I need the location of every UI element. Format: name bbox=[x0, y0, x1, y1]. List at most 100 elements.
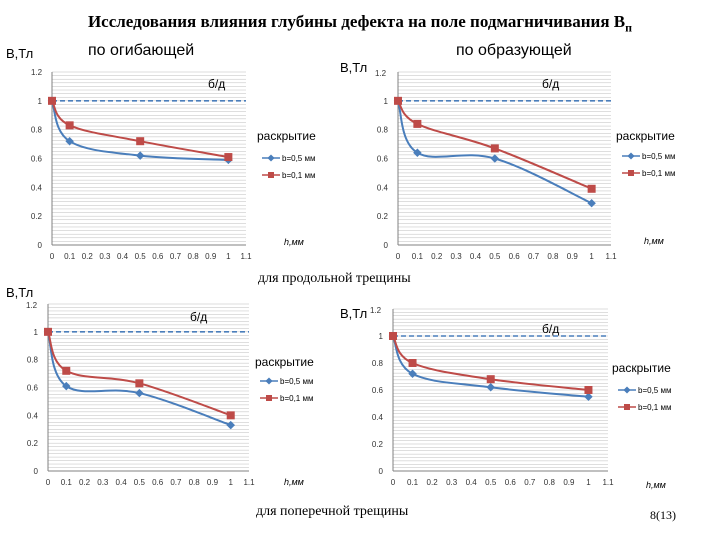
heading-generatrix: по образующей bbox=[456, 42, 572, 59]
legend-title: раскрытие bbox=[612, 361, 671, 375]
legend-entry: b=0,1 мм bbox=[282, 171, 315, 180]
x-tick-label: 0.3 bbox=[97, 478, 109, 487]
y-tick-label-top: 1.2 bbox=[26, 301, 38, 310]
y-tick-label: 0.6 bbox=[377, 155, 389, 164]
x-tick-label: 0.9 bbox=[563, 478, 575, 487]
y-tick-label: 0.4 bbox=[31, 183, 43, 192]
x-tick-label: 0.9 bbox=[205, 252, 217, 261]
chart-3: 0 0.2 0.4 0.6 0.8 1 1.2 0 0.1 0.2 0.3 0.4 0.5 0.6 0.7 0… bbox=[6, 285, 314, 487]
data-point-square bbox=[490, 144, 499, 153]
x-tick-label: 1 bbox=[226, 252, 231, 261]
y-tick-label-top: 1.2 bbox=[370, 306, 382, 315]
legend-marker-square bbox=[628, 170, 634, 176]
y-tick-label: 1 bbox=[379, 332, 384, 341]
data-point-square bbox=[224, 153, 233, 162]
data-point-square bbox=[65, 121, 74, 130]
series-line-2 bbox=[392, 335, 589, 391]
x-tick-label: 0.5 bbox=[135, 252, 147, 261]
x-tick-label: 0.1 bbox=[64, 252, 76, 261]
x-tick-label: 0.9 bbox=[567, 252, 579, 261]
x-axis-label: h,мм bbox=[284, 237, 304, 247]
y-tick-label: 1 bbox=[34, 328, 39, 337]
x-tick-label: 0.2 bbox=[431, 252, 443, 261]
data-point-square bbox=[408, 359, 417, 367]
y-axis-label: В,Тл bbox=[6, 285, 33, 300]
series-line-1 bbox=[47, 331, 232, 427]
x-tick-label: 0.1 bbox=[407, 478, 419, 487]
y-tick-label: 0.2 bbox=[377, 212, 389, 221]
caption-longitudinal-crack: для продольной трещины bbox=[258, 271, 411, 286]
data-point-diamond bbox=[65, 136, 74, 146]
data-point-square bbox=[389, 332, 397, 340]
y-tick-label: 0 bbox=[379, 467, 384, 476]
series-line-1 bbox=[397, 100, 593, 205]
data-point-square bbox=[62, 366, 71, 375]
x-tick-label: 0.6 bbox=[152, 478, 164, 487]
x-tick-label: 0.4 bbox=[470, 252, 482, 261]
x-tick-label: 0.3 bbox=[446, 478, 458, 487]
data-point-diamond bbox=[413, 148, 422, 157]
data-point-square bbox=[413, 119, 422, 128]
data-point-square bbox=[394, 96, 402, 105]
x-tick-label: 0.8 bbox=[544, 478, 556, 487]
y-tick-label: 0.2 bbox=[372, 440, 384, 449]
x-tick-label: 0.4 bbox=[466, 478, 478, 487]
x-tick-label: 0.1 bbox=[412, 252, 424, 261]
data-point-square bbox=[44, 327, 52, 336]
y-tick-label: 0.6 bbox=[27, 384, 39, 393]
legend-marker-square bbox=[624, 404, 630, 410]
y-tick-label: 0 bbox=[38, 241, 43, 250]
data-point-square bbox=[226, 411, 235, 420]
x-tick-label: 1.1 bbox=[605, 252, 617, 261]
x-axis-label: h,мм bbox=[644, 236, 664, 246]
data-point-square bbox=[136, 137, 145, 146]
defect-free-label: б/д bbox=[542, 322, 559, 336]
y-tick-label: 0.4 bbox=[372, 413, 384, 422]
data-point-diamond bbox=[408, 369, 417, 379]
x-axis-label: h,мм bbox=[284, 477, 304, 487]
legend-entry: b=0,1 мм bbox=[642, 169, 675, 178]
legend-entry: b=0,5 мм bbox=[638, 386, 671, 395]
x-tick-label: 0.9 bbox=[207, 478, 219, 487]
y-tick-label: 0.8 bbox=[372, 359, 384, 368]
x-tick-label: 1.1 bbox=[243, 478, 255, 487]
page-title-text: Исследования влияния глубины дефекта на … bbox=[87, 12, 626, 31]
data-point-square bbox=[584, 386, 593, 394]
series-line-1 bbox=[51, 100, 229, 161]
x-tick-label: 0.2 bbox=[79, 478, 91, 487]
data-point-square bbox=[48, 96, 56, 105]
x-tick-label: 1 bbox=[229, 478, 234, 487]
legend-entry: b=0,5 мм bbox=[280, 377, 313, 386]
chart-2: 0 0.2 0.4 0.6 0.8 1 1.2 0 0.1 0.2 0.3 0.4 0.5 0.6 0.7 0… bbox=[340, 60, 675, 261]
data-point-diamond bbox=[135, 388, 144, 398]
x-tick-label: 1.1 bbox=[602, 478, 614, 487]
y-axis-label: В,Тл bbox=[340, 306, 367, 321]
x-tick-label: 0 bbox=[46, 478, 51, 487]
x-tick-label: 0.4 bbox=[116, 478, 128, 487]
y-tick-label: 0.6 bbox=[372, 386, 384, 395]
legend-title: раскрытие bbox=[255, 355, 314, 369]
data-point-diamond bbox=[135, 151, 145, 160]
data-point-diamond bbox=[587, 198, 596, 208]
series-line-2 bbox=[397, 100, 593, 190]
data-point-square bbox=[486, 375, 495, 384]
x-tick-label: 0.3 bbox=[99, 252, 111, 261]
defect-free-label: б/д bbox=[208, 77, 225, 91]
x-tick-label: 1 bbox=[589, 252, 594, 261]
x-tick-label: 0.5 bbox=[485, 478, 497, 487]
series-line-2 bbox=[51, 100, 229, 159]
x-tick-label: 0 bbox=[391, 478, 396, 487]
y-tick-label: 0.2 bbox=[27, 439, 39, 448]
x-tick-label: 0.2 bbox=[427, 478, 439, 487]
x-tick-label: 0.7 bbox=[170, 252, 182, 261]
legend-entry: b=0,1 мм bbox=[638, 403, 671, 412]
caption-transverse-crack: для поперечной трещины bbox=[256, 504, 409, 519]
page-number: 8(13) bbox=[650, 508, 676, 522]
legend-marker-diamond bbox=[265, 377, 273, 385]
series-line-2 bbox=[47, 331, 232, 417]
y-axis-label: В,Тл bbox=[340, 60, 367, 75]
data-point-diamond bbox=[62, 381, 71, 391]
x-axis-label: h,мм bbox=[646, 480, 666, 490]
y-tick-label-top: 1.2 bbox=[375, 69, 387, 78]
x-tick-label: 0.6 bbox=[152, 252, 164, 261]
